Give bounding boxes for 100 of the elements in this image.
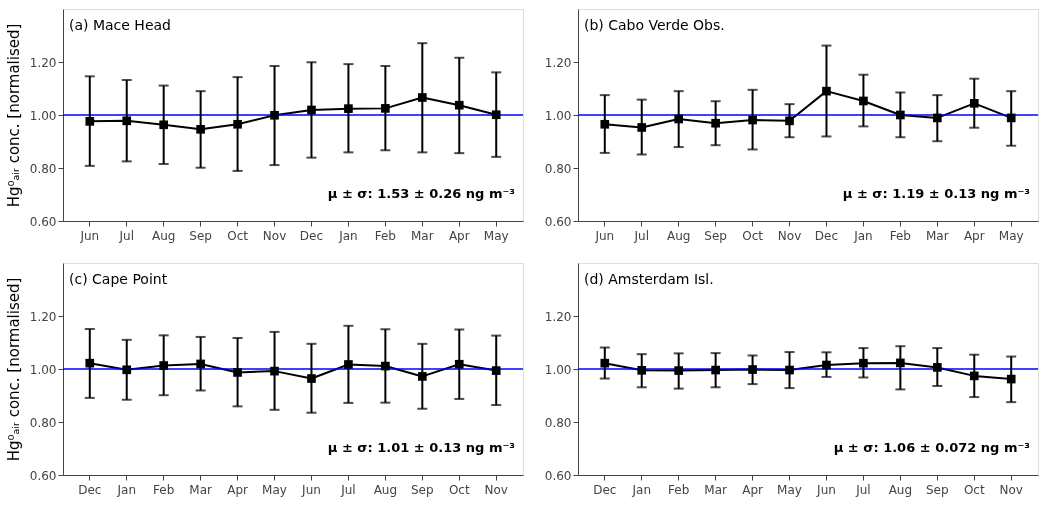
point (344, 360, 353, 369)
point (785, 116, 794, 126)
x-tick-label: Sep (189, 228, 212, 243)
point (785, 365, 794, 375)
point (122, 365, 132, 375)
x-tick-label: Jun (816, 482, 836, 497)
point (233, 119, 242, 129)
y-tick-label: 1.20 (29, 55, 57, 70)
x-tick-label: Sep (704, 228, 727, 243)
point (896, 110, 905, 120)
x-tick-label: Jun (79, 228, 100, 243)
point (381, 104, 390, 113)
point (381, 361, 390, 371)
y-tick-label: 1.00 (29, 108, 57, 123)
point (637, 123, 647, 132)
x-tick-label: Jul (340, 482, 356, 497)
x-tick-label: Apr (448, 228, 470, 243)
point (307, 374, 316, 383)
x-tick-label: Jan (853, 228, 873, 243)
point (270, 110, 279, 120)
point (85, 117, 95, 126)
point (822, 360, 831, 370)
point (307, 105, 316, 115)
point (932, 363, 942, 372)
point (748, 115, 757, 125)
x-tick-label: Oct (742, 228, 764, 243)
text: (c) Cape Point (69, 271, 168, 287)
x-tick-label: Sep (411, 482, 434, 497)
annotation: μ ± σ: 1.19 ± 0.13 ng m⁻³ (842, 186, 1030, 201)
point (344, 104, 353, 113)
point (896, 358, 905, 368)
point (122, 116, 132, 126)
y-tick-label: 1.00 (29, 362, 57, 377)
x-tick-label: Jun (594, 228, 615, 243)
y-tick-label: 1.20 (544, 55, 572, 70)
y-tick-label: 0.60 (29, 214, 57, 229)
x-tick-label: Jun (301, 482, 321, 497)
point (417, 372, 427, 381)
x-tick-label: Dec (814, 228, 839, 243)
x-tick-label: Feb (153, 482, 175, 497)
point (196, 359, 205, 369)
x-tick-label: Feb (668, 482, 690, 497)
x-tick-label: Feb (889, 228, 911, 243)
point (159, 361, 169, 370)
y-axis-title: Hg⁰ₐᵢᵣ conc. [normalised] (4, 23, 23, 208)
point (600, 119, 610, 129)
point (932, 113, 942, 123)
y-tick-label: 0.80 (544, 415, 572, 430)
x-tick-label: Jan (631, 482, 651, 497)
y-tick-label: 0.60 (544, 214, 572, 229)
y-tick-label: 0.60 (29, 468, 57, 483)
point (969, 371, 979, 381)
x-tick-label: Oct (963, 482, 985, 497)
x-tick-label: Aug (888, 482, 913, 497)
point (196, 124, 205, 134)
x-tick-label: Dec (78, 482, 102, 497)
point (1006, 113, 1016, 123)
y-tick-label: 1.00 (544, 362, 572, 377)
point (748, 365, 757, 374)
x-tick-label: Aug (151, 228, 176, 243)
y-tick-label: 1.20 (29, 309, 57, 324)
x-tick-label: Apr (227, 482, 249, 497)
y-tick-label: 0.60 (544, 468, 572, 483)
point (674, 366, 684, 375)
x-tick-label: Feb (374, 228, 396, 243)
x-tick-label: Dec (593, 482, 617, 497)
x-tick-label: Jul (118, 228, 134, 243)
x-tick-label: Apr (963, 228, 985, 243)
x-tick-label: Jul (855, 482, 871, 497)
point (711, 118, 720, 128)
x-tick-label: Oct (448, 482, 470, 497)
text: (d) Amsterdam Isl. (584, 271, 714, 287)
x-tick-label: May (262, 482, 287, 497)
point (417, 93, 427, 102)
point (674, 114, 684, 124)
point (969, 99, 979, 108)
point (454, 100, 464, 110)
y-tick-label: 1.20 (544, 309, 572, 324)
text: (b) Cabo Verde Obs. (584, 17, 725, 33)
point (822, 86, 831, 96)
x-tick-label: Apr (742, 482, 764, 497)
x-tick-label: Mar (704, 482, 728, 497)
point (859, 96, 868, 106)
point (85, 358, 95, 368)
x-tick-label: Jan (338, 228, 358, 243)
point (1006, 374, 1016, 384)
point (233, 368, 242, 377)
point (859, 358, 868, 368)
x-tick-label: Sep (926, 482, 949, 497)
y-tick-label: 0.80 (29, 161, 57, 176)
annotation: μ ± σ: 1.06 ± 0.072 ng m⁻³ (833, 440, 1030, 455)
point (159, 120, 169, 130)
y-tick-label: 0.80 (544, 161, 572, 176)
text: (a) Mace Head (69, 17, 171, 33)
y-tick-label: 0.80 (29, 415, 57, 430)
point (491, 366, 501, 375)
annotation: μ ± σ: 1.53 ± 0.26 ng m⁻³ (327, 186, 515, 201)
x-tick-label: Mar (189, 482, 213, 497)
point (711, 365, 720, 375)
x-tick-label: Aug (666, 228, 691, 243)
